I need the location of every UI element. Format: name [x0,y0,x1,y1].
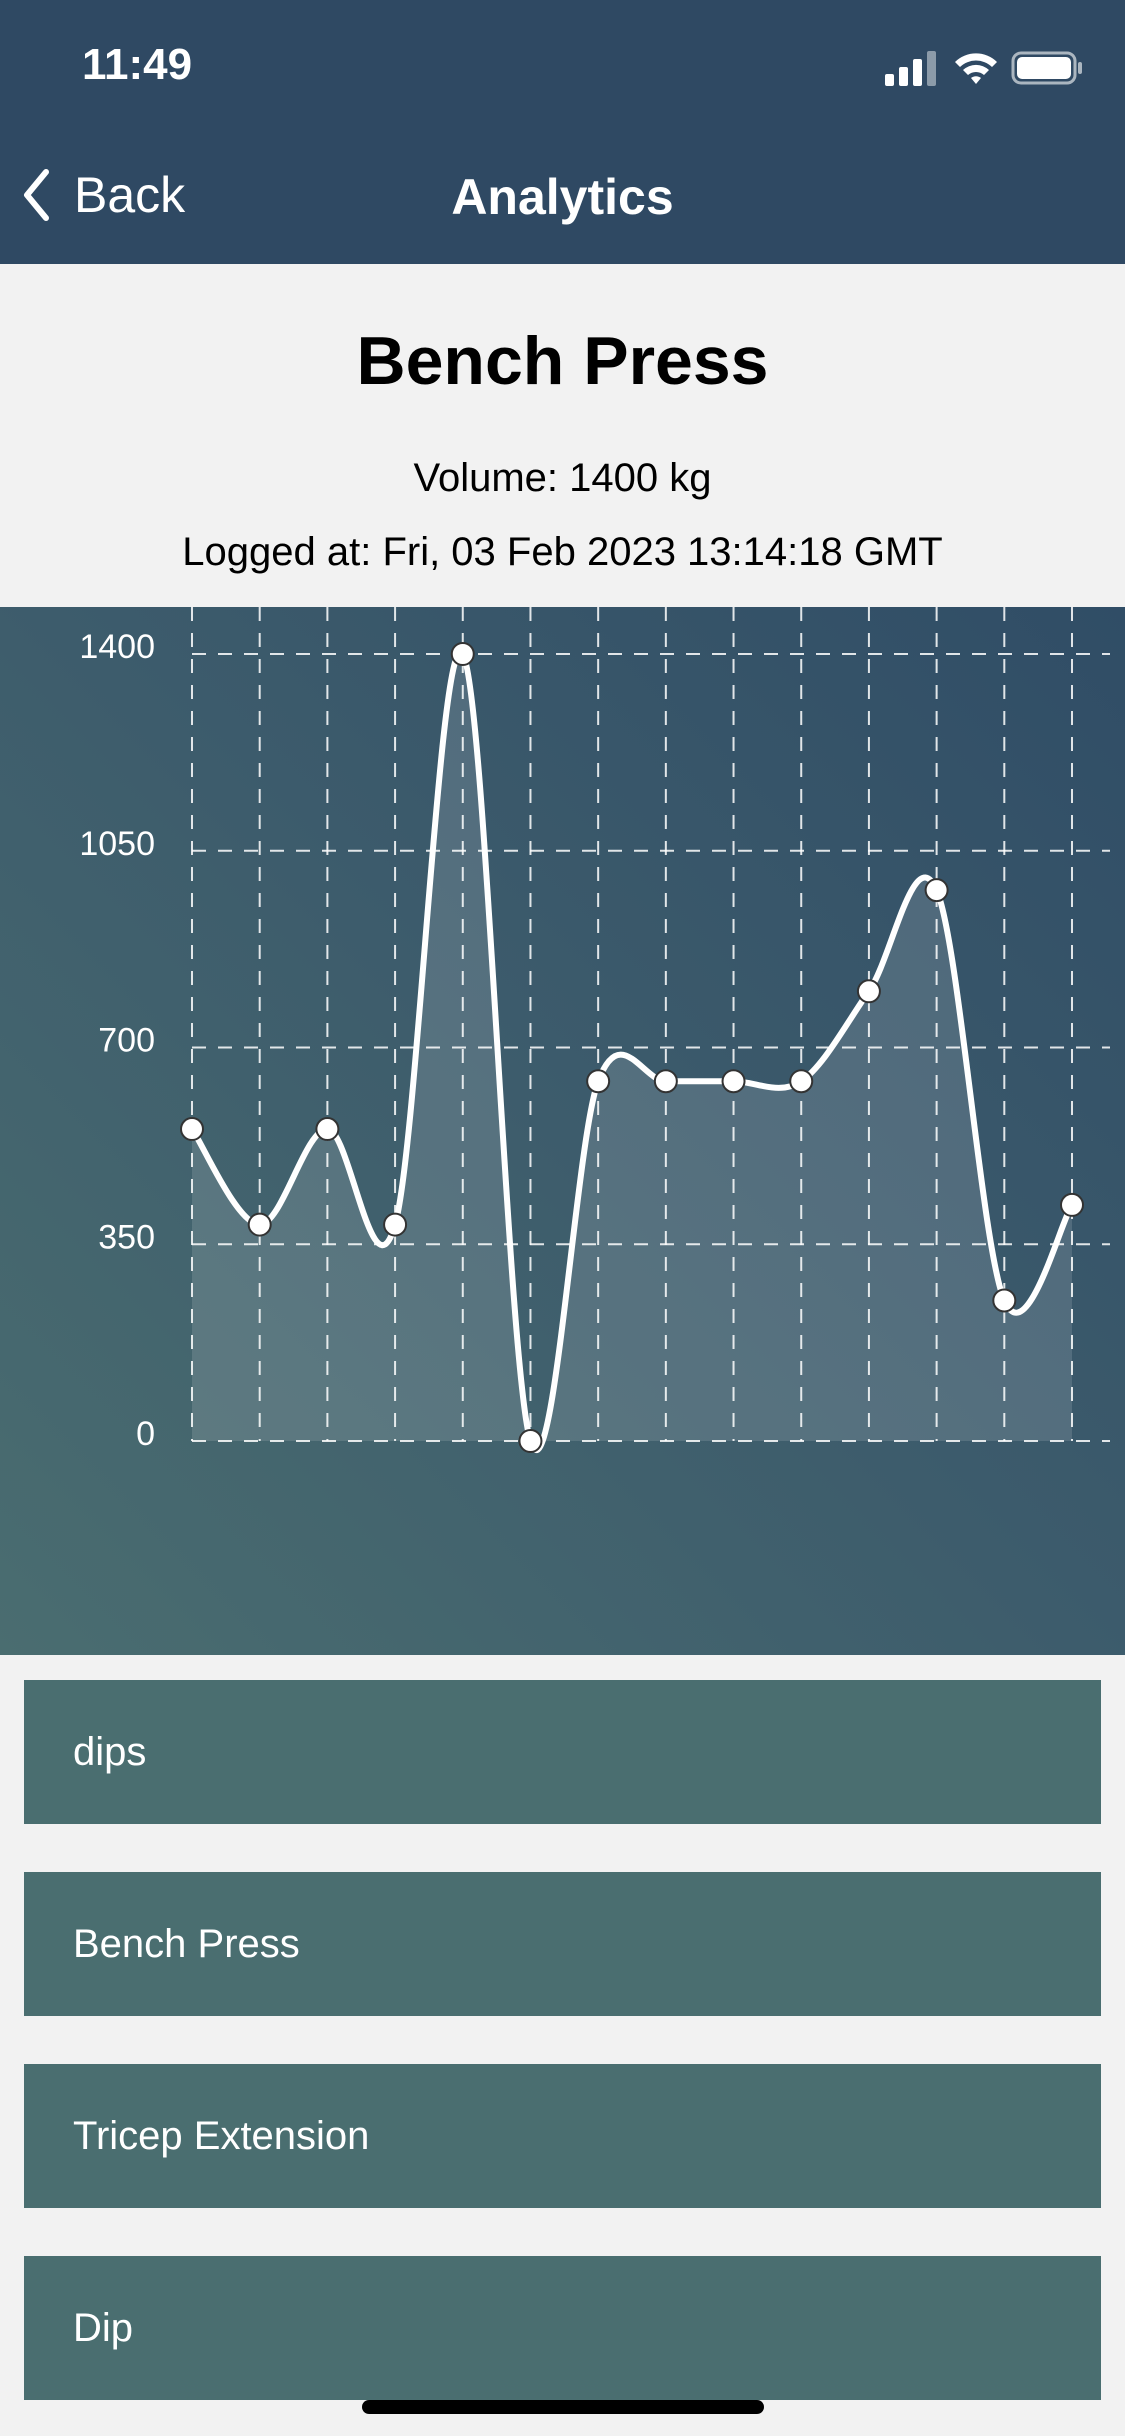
list-item-tricep-extension[interactable]: Tricep Extension [24,2064,1101,2208]
data-point [856,979,881,1004]
list-item-bench-press[interactable]: Bench Press [24,1872,1101,2016]
data-point [653,1069,678,1094]
data-point [383,1212,408,1237]
back-button[interactable]: Back [22,160,185,230]
battery-icon [1011,51,1082,85]
wifi-icon [955,53,997,84]
status-time: 11:49 [82,40,193,89]
y-tick-label: 0 [136,1415,155,1453]
data-point [180,1117,204,1142]
header: 11:49 Back Analytics [0,0,1125,264]
signal-icon [885,51,936,86]
data-point [1060,1192,1084,1217]
data-point [247,1212,272,1237]
y-tick-label: 1400 [79,628,155,666]
series-area [192,652,1072,1451]
data-point [518,1429,543,1453]
data-point [721,1069,746,1094]
back-label: Back [74,167,186,223]
exercise-title: Bench Press [356,323,769,399]
exercise-logged-at: Logged at: Fri, 03 Feb 2023 13:14:18 GMT [182,530,943,574]
y-tick-label: 1050 [79,825,155,863]
data-point [586,1069,611,1094]
data-point [789,1069,814,1094]
y-tick-label: 700 [98,1022,155,1060]
list-item-dip[interactable]: Dip [24,2256,1101,2400]
home-indicator [362,2400,764,2414]
data-point [992,1288,1017,1313]
chart-svg: 1400 1050 700 350 0 [79,607,1110,1454]
exercise-volume: Volume: 1400 kg [413,456,712,500]
volume-chart: 1400 1050 700 350 0 [0,607,1125,1655]
exercise-summary: Bench Press Volume: 1400 kg Logged at: F… [0,264,1125,607]
data-point [450,642,475,666]
nav-title: Analytics [451,169,674,225]
y-tick-label: 350 [98,1218,155,1256]
data-point [315,1117,340,1142]
data-point [924,878,949,903]
chevron-left-icon [24,169,49,221]
list-item-dips[interactable]: dips [24,1680,1101,1824]
